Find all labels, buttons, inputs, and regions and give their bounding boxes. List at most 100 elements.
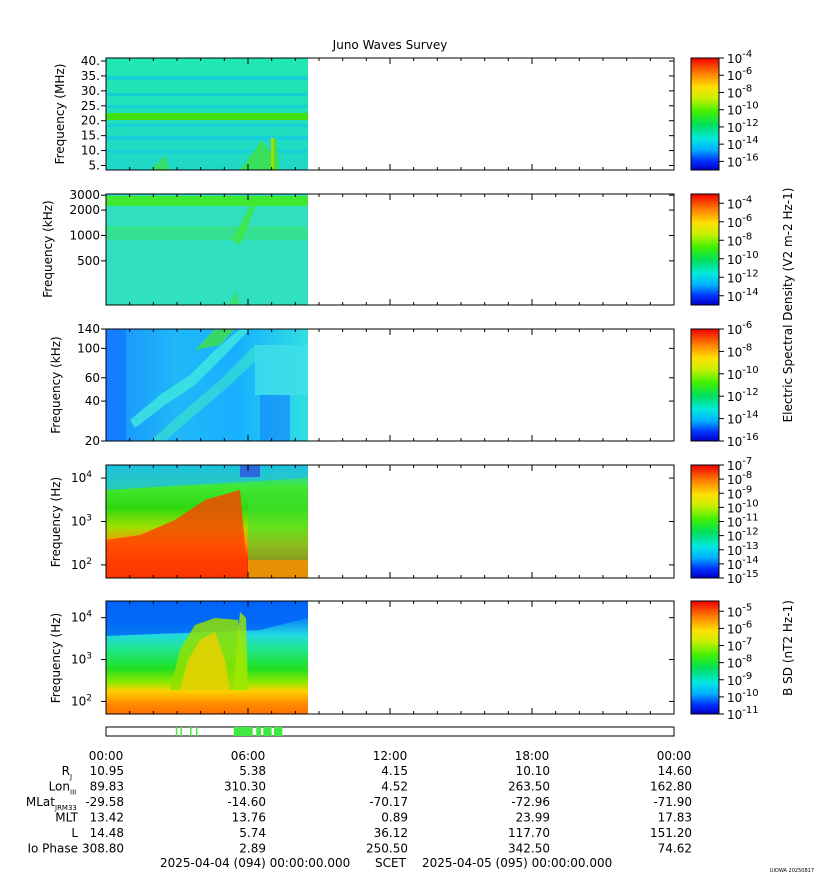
panel-2-heatmap [106,194,308,305]
colorbar-tick-label: 10-12 [727,118,759,135]
panel-1: 5.10.15.20.25.30.35.40. Frequency (MHz) … [53,49,759,173]
y-tick-label: 15. [81,129,100,143]
ephemeris-value: -14.60 [227,795,266,809]
ephemeris-row-label: MLT [55,811,78,825]
colorbar-tick-label: 10-8 [727,83,752,100]
colorbar-tick-label: 10-10 [727,101,759,118]
colorbar-tick-label: 10-8 [727,231,752,248]
y-tick-label: 100 [77,341,100,355]
colorbar-tick-label: 10-10 [727,250,759,267]
colorbar-tick-label: 10-14 [727,410,759,427]
y-tick-label: 102 [71,693,92,708]
ephemeris-value: -29.58 [85,795,124,809]
panel-3-yticks: 20 40 60 100 140 [77,322,674,448]
ephemeris-value: 14.48 [90,826,124,840]
x-tick-label: 00:00 [89,749,124,763]
x-tick-label: 00:00 [657,749,692,763]
x-tick-label: 06:00 [231,749,266,763]
mode-mark [195,727,198,736]
y-tick-label: 35. [81,69,100,83]
ephemeris-value: 308.80 [82,842,124,856]
ephemeris-row-sublabel: J [69,773,72,781]
panel-5-colorbar [690,600,720,715]
mode-bar-marks [175,727,283,736]
panel-4: 102 103 104 Frequency (Hz) 10-710-810-910-… [49,456,759,586]
y-tick-label: 20 [85,434,100,448]
panel-4-colorbar-ticks: 10-710-810-910-1010-1110-1210-1310-1410-… [719,456,759,586]
ephemeris-value: 4.15 [381,764,408,778]
y-tick-label: 104 [71,610,92,625]
y-tick-label: 20. [81,114,100,128]
ephemeris-row-sublabel: JRM33 [54,804,77,812]
colorbar-tick-label: 10-16 [727,152,759,169]
panel-1-colorbar [690,57,720,171]
y-tick-label: 40. [81,54,100,68]
credit-label: UIOWA 20250817 [770,868,814,874]
colorbar-tick-label: 10-4 [727,49,752,66]
ephemeris-value: 4.52 [381,780,408,794]
mode-mark [175,727,178,736]
panel-3-heatmap [106,329,308,441]
ephemeris-value: 13.76 [232,811,266,825]
panel-3-ylabel: Frequency (kHz) [49,336,63,433]
y-tick-label: 60 [85,371,100,385]
panel-1-xticks [105,58,675,170]
ephemeris-value: 36.12 [374,826,408,840]
x-axis-labels: 00:00 06:00 12:00 18:00 00:00 [89,749,692,763]
y-tick-label: 3000 [69,188,100,202]
ephemeris-row-label: Lon [49,780,70,794]
y-tick-label: 40 [85,394,100,408]
ephemeris-value: 310.30 [224,780,266,794]
panel-1-yticks: 5.10.15.20.25.30.35.40. [81,54,674,173]
ephemeris-value: 5.38 [239,764,266,778]
ephemeris-value: 5.74 [239,826,266,840]
chart-title: Juno Waves Survey [332,38,448,52]
y-tick-label: 140 [77,322,100,336]
colorbar-tick-label: 10-10 [727,365,759,382]
panel-3-colorbar [690,328,720,442]
ephemeris-value: 74.62 [658,842,692,856]
y-tick-label: 25. [81,99,100,113]
y-tick-label: 102 [71,557,92,572]
colorbar-tick-label: 10-14 [727,135,759,152]
ephemeris-value: 17.83 [658,811,692,825]
mode-block [263,727,272,736]
mode-mark [180,727,183,736]
colorbar-tick-label: 10-8 [727,342,752,359]
panel-4-xticks [105,465,675,578]
colorbar-tick-label: 10-14 [727,287,759,304]
panel-3-xticks [105,329,675,441]
mode-block [256,727,262,736]
y-tick-label: 2000 [69,203,100,217]
panel-2-colorbar [690,193,720,306]
ephemeris-value: 0.89 [381,811,408,825]
colorbar-tick-label: 10-15 [727,569,759,586]
panel-4-ylabel: Frequency (Hz) [49,477,63,568]
colorbar-tick-label: 10-9 [727,671,752,688]
y-tick-label: 5. [89,159,100,173]
ephemeris-value: -72.96 [511,795,550,809]
ephemeris-value: 10.10 [516,764,550,778]
ephemeris-value: 13.42 [90,811,124,825]
ephemeris-row-label: R [62,764,70,778]
colorbar-tick-label: 10-6 [727,66,752,83]
ephemeris-value: 14.60 [658,764,692,778]
panel-3-colorbar-ticks: 10-6 10-8 10-10 10-12 10-14 10-16 [719,320,759,449]
panel-5-ylabel: Frequency (Hz) [49,613,63,704]
ephemeris-table: R J 10.95 5.38 4.15 10.10 14.60 Lon III 89.83 310.… [26,764,692,856]
ephemeris-value: 342.50 [508,842,550,856]
ephemeris-row-label: L [71,826,78,840]
ephemeris-value: 89.83 [90,780,124,794]
ephemeris-row-sublabel: III [70,789,76,797]
ephemeris-value: 162.80 [650,780,692,794]
footer-start-time: 2025-04-04 (094) 00:00:00.000 [160,856,350,870]
y-tick-label: 104 [71,470,92,485]
footer-scet: SCET [375,856,407,870]
panel-4-colorbar [690,464,720,579]
